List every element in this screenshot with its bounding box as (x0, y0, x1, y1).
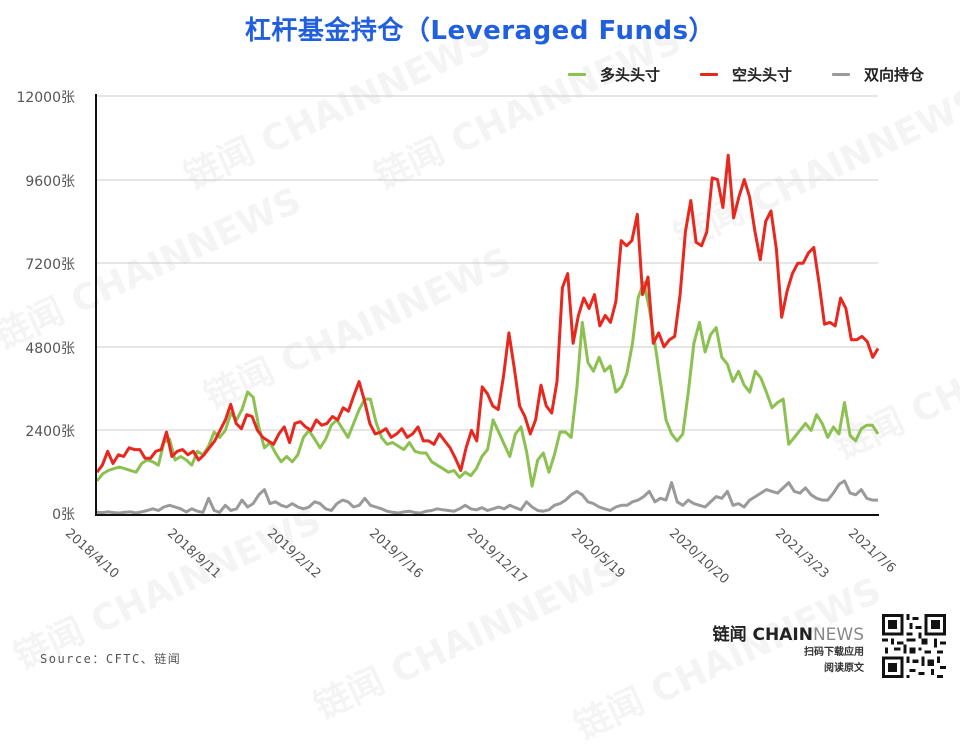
legend-item-long: 多头头寸 (567, 64, 660, 85)
series-line-spread (96, 479, 878, 515)
y-tick-9600: 9600张 (25, 174, 75, 190)
legend-swatch-spread (831, 73, 850, 76)
chart-title: 杠杆基金持仓（Leveraged Funds） (244, 16, 716, 46)
source-note: Source：CFTC、链闻 (40, 652, 182, 666)
plot-area (95, 94, 880, 516)
y-tick-4800: 4800张 (25, 341, 75, 357)
brand-download-text: 扫码下载应用 (804, 647, 864, 658)
brand-block: 链闻 CHAINNEWS 扫码下载应用 阅读原文 (713, 620, 864, 677)
y-tick-12000: 12000张 (16, 90, 75, 106)
series-line-short (95, 153, 880, 474)
legend-label-short: 空头头寸 (731, 66, 792, 84)
y-tick-0: 0张 (52, 507, 75, 523)
brand-name-bold: 链闻 CHAIN (712, 625, 813, 645)
brand-name-light: NEWS (812, 625, 864, 645)
brand-name: 链闻 CHAINNEWS (713, 620, 864, 645)
qr-code-icon[interactable] (882, 614, 946, 678)
legend-swatch-short (699, 73, 718, 76)
series-line-long (95, 280, 880, 488)
chart-legend: 多头头寸 空头头寸 双向持仓 (567, 64, 924, 85)
legend-swatch-long (567, 73, 586, 76)
legend-item-short: 空头头寸 (699, 64, 792, 85)
y-tick-2400: 2400张 (25, 424, 75, 440)
legend-label-long: 多头头寸 (599, 66, 660, 84)
legend-item-spread: 双向持仓 (831, 64, 924, 85)
y-tick-7200: 7200张 (25, 257, 75, 273)
brand-read-text: 阅读原文 (824, 663, 864, 674)
legend-label-spread: 双向持仓 (863, 66, 924, 84)
